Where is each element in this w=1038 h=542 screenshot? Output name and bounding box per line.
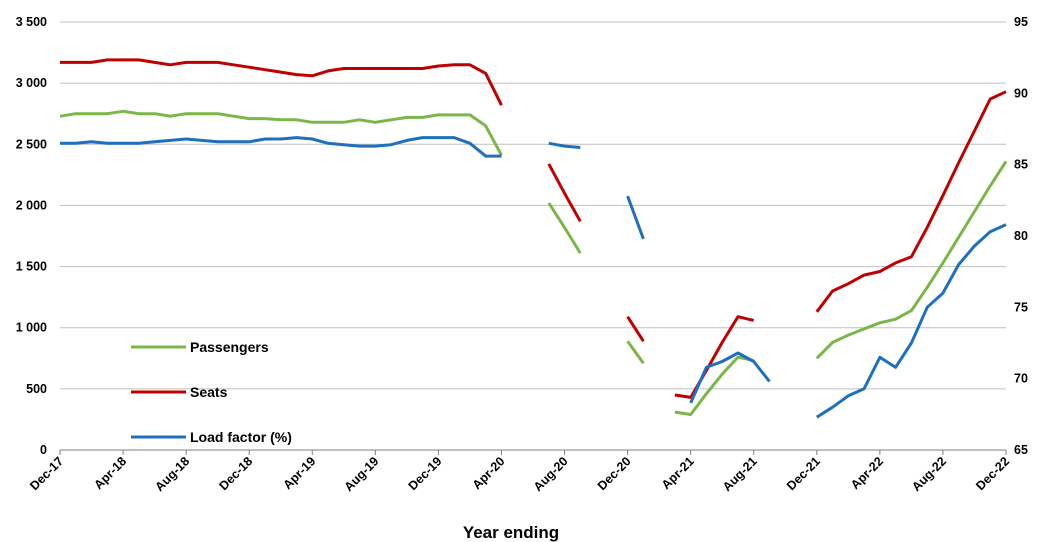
x-axis-tick-label: Apr-18 bbox=[91, 454, 129, 492]
grid-lines bbox=[60, 21, 1006, 390]
series-lines bbox=[59, 58, 1008, 419]
left-axis-tick-label: 1 500 bbox=[16, 260, 47, 274]
x-axis-tick-label: Apr-20 bbox=[470, 454, 508, 492]
right-axis-tick-label: 80 bbox=[1014, 229, 1028, 243]
x-axis-tick-label: Dec-22 bbox=[973, 454, 1012, 493]
x-axis: Dec-17 Apr-18 Aug-18 Dec-18 Apr-19 Aug-19 Dec-… bbox=[27, 449, 1012, 494]
left-axis-tick-label: 500 bbox=[26, 382, 47, 396]
x-axis-tick-label: Aug-21 bbox=[720, 454, 760, 494]
right-axis-ticks: 65 70 75 80 85 90 95 bbox=[1014, 15, 1028, 457]
right-axis-tick-label: 70 bbox=[1014, 372, 1028, 386]
right-axis-tick-label: 65 bbox=[1014, 443, 1028, 457]
right-axis-tick-label: 85 bbox=[1014, 158, 1028, 172]
left-axis-ticks: 0 500 1 000 1 500 2 000 2 500 3 000 3 500 bbox=[16, 15, 47, 457]
x-axis-tick-label: Apr-21 bbox=[659, 454, 697, 492]
right-axis-tick-label: 75 bbox=[1014, 300, 1028, 314]
legend-label-load-factor: Load factor (%) bbox=[190, 429, 292, 445]
left-axis-tick-label: 3 500 bbox=[16, 15, 47, 29]
left-axis-tick-label: 2 000 bbox=[16, 198, 47, 212]
left-axis-tick-label: 0 bbox=[40, 443, 47, 457]
series-line-passengers bbox=[59, 109, 1008, 416]
x-axis-tick-label: Aug-18 bbox=[152, 454, 192, 494]
legend-label-passengers: Passengers bbox=[190, 339, 269, 355]
x-axis-tick-label: Apr-22 bbox=[848, 454, 886, 492]
x-axis-tick-label: Dec-20 bbox=[595, 454, 634, 493]
x-axis-tick-label: Dec-19 bbox=[406, 454, 445, 493]
left-axis-tick-label: 1 000 bbox=[16, 321, 47, 335]
x-axis-tick-label: Aug-22 bbox=[909, 454, 949, 494]
legend-label-seats: Seats bbox=[190, 384, 228, 400]
x-axis-tick-label: Dec-18 bbox=[216, 454, 255, 493]
series-line-seats bbox=[60, 58, 1007, 399]
right-axis-tick-label: 90 bbox=[1014, 86, 1028, 100]
right-axis-tick-label: 95 bbox=[1014, 15, 1028, 29]
series-line-load-factor bbox=[60, 136, 1007, 419]
left-axis-tick-label: 3 000 bbox=[16, 76, 47, 90]
x-axis-tick-label: Aug-20 bbox=[531, 454, 571, 494]
x-axis-tick-label: Dec-17 bbox=[27, 454, 66, 493]
legend: Passengers Seats Load factor (%) bbox=[131, 339, 292, 445]
left-axis-tick-label: 2 500 bbox=[16, 137, 47, 151]
x-axis-tick-label: Apr-19 bbox=[280, 454, 318, 492]
x-axis-tick-label: Aug-19 bbox=[342, 454, 382, 494]
x-axis-tick-label: Dec-21 bbox=[784, 454, 823, 493]
x-axis-title: Year ending bbox=[463, 523, 559, 542]
